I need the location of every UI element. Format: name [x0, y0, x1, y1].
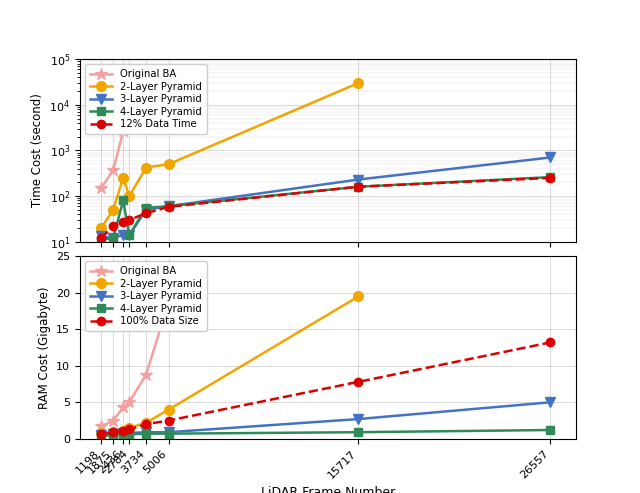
Y-axis label: RAM Cost (Gigabyte): RAM Cost (Gigabyte): [38, 286, 51, 409]
4-Layer Pyramid: [97, 433, 105, 439]
4-Layer Pyramid: [125, 431, 133, 437]
Line: 2-Layer Pyramid: 2-Layer Pyramid: [97, 291, 364, 438]
2-Layer Pyramid: [355, 80, 362, 86]
3-Layer Pyramid: [142, 207, 150, 213]
3-Layer Pyramid: [119, 232, 127, 238]
3-Layer Pyramid: [165, 203, 173, 209]
2-Layer Pyramid: [109, 207, 117, 213]
12% Data Time: [97, 235, 105, 241]
3-Layer Pyramid: [125, 232, 133, 238]
Original BA: [97, 185, 105, 191]
4-Layer Pyramid: [355, 184, 362, 190]
Original BA: [165, 95, 173, 101]
2-Layer Pyramid: [165, 407, 173, 413]
2-Layer Pyramid: [97, 430, 105, 436]
Line: 12% Data Time: 12% Data Time: [97, 174, 555, 242]
100% Data Size: [119, 428, 127, 434]
Original BA: [97, 423, 105, 429]
100% Data Size: [109, 429, 117, 435]
4-Layer Pyramid: [109, 235, 117, 241]
4-Layer Pyramid: [109, 432, 117, 438]
3-Layer Pyramid: [119, 430, 127, 436]
100% Data Size: [547, 340, 554, 346]
Original BA: [165, 299, 173, 305]
Line: 2-Layer Pyramid: 2-Layer Pyramid: [97, 78, 364, 233]
3-Layer Pyramid: [109, 235, 117, 241]
Original BA: [125, 399, 133, 405]
4-Layer Pyramid: [119, 198, 127, 204]
12% Data Time: [125, 217, 133, 223]
3-Layer Pyramid: [125, 430, 133, 436]
Line: Original BA: Original BA: [95, 296, 175, 433]
12% Data Time: [355, 184, 362, 190]
2-Layer Pyramid: [97, 225, 105, 231]
3-Layer Pyramid: [547, 399, 554, 405]
3-Layer Pyramid: [109, 431, 117, 437]
3-Layer Pyramid: [142, 429, 150, 435]
100% Data Size: [142, 421, 150, 427]
100% Data Size: [125, 426, 133, 432]
3-Layer Pyramid: [165, 429, 173, 435]
Legend: Original BA, 2-Layer Pyramid, 3-Layer Pyramid, 4-Layer Pyramid, 100% Data Size: Original BA, 2-Layer Pyramid, 3-Layer Py…: [85, 261, 207, 331]
X-axis label: LiDAR Frame Number: LiDAR Frame Number: [261, 486, 395, 493]
Line: 100% Data Size: 100% Data Size: [97, 338, 555, 439]
2-Layer Pyramid: [119, 175, 127, 181]
4-Layer Pyramid: [165, 431, 173, 437]
3-Layer Pyramid: [97, 234, 105, 240]
Original BA: [142, 372, 150, 378]
Original BA: [125, 124, 133, 130]
100% Data Size: [97, 431, 105, 437]
4-Layer Pyramid: [119, 431, 127, 437]
4-Layer Pyramid: [125, 232, 133, 238]
3-Layer Pyramid: [355, 416, 362, 422]
12% Data Time: [165, 204, 173, 210]
2-Layer Pyramid: [165, 161, 173, 167]
4-Layer Pyramid: [547, 427, 554, 433]
Original BA: [109, 167, 117, 173]
2-Layer Pyramid: [355, 293, 362, 299]
100% Data Size: [355, 379, 362, 385]
4-Layer Pyramid: [97, 237, 105, 243]
4-Layer Pyramid: [165, 203, 173, 209]
Line: Original BA: Original BA: [95, 92, 175, 194]
Original BA: [109, 418, 117, 423]
Legend: Original BA, 2-Layer Pyramid, 3-Layer Pyramid, 4-Layer Pyramid, 12% Data Time: Original BA, 2-Layer Pyramid, 3-Layer Py…: [85, 64, 207, 134]
3-Layer Pyramid: [355, 176, 362, 182]
3-Layer Pyramid: [97, 432, 105, 438]
Line: 4-Layer Pyramid: 4-Layer Pyramid: [97, 173, 555, 244]
4-Layer Pyramid: [142, 431, 150, 437]
2-Layer Pyramid: [142, 420, 150, 425]
2-Layer Pyramid: [119, 428, 127, 434]
Original BA: [119, 129, 127, 135]
4-Layer Pyramid: [355, 429, 362, 435]
2-Layer Pyramid: [125, 193, 133, 199]
Original BA: [119, 404, 127, 410]
12% Data Time: [547, 175, 554, 181]
4-Layer Pyramid: [547, 174, 554, 180]
Line: 4-Layer Pyramid: 4-Layer Pyramid: [97, 426, 555, 440]
12% Data Time: [119, 219, 127, 225]
Line: 3-Layer Pyramid: 3-Layer Pyramid: [97, 153, 556, 243]
2-Layer Pyramid: [142, 165, 150, 171]
12% Data Time: [109, 223, 117, 229]
Y-axis label: Time Cost (second): Time Cost (second): [31, 94, 44, 208]
Original BA: [142, 121, 150, 127]
3-Layer Pyramid: [547, 154, 554, 160]
12% Data Time: [142, 211, 150, 216]
2-Layer Pyramid: [125, 425, 133, 431]
Line: 3-Layer Pyramid: 3-Layer Pyramid: [97, 397, 556, 440]
100% Data Size: [165, 418, 173, 423]
2-Layer Pyramid: [109, 429, 117, 435]
4-Layer Pyramid: [142, 205, 150, 211]
